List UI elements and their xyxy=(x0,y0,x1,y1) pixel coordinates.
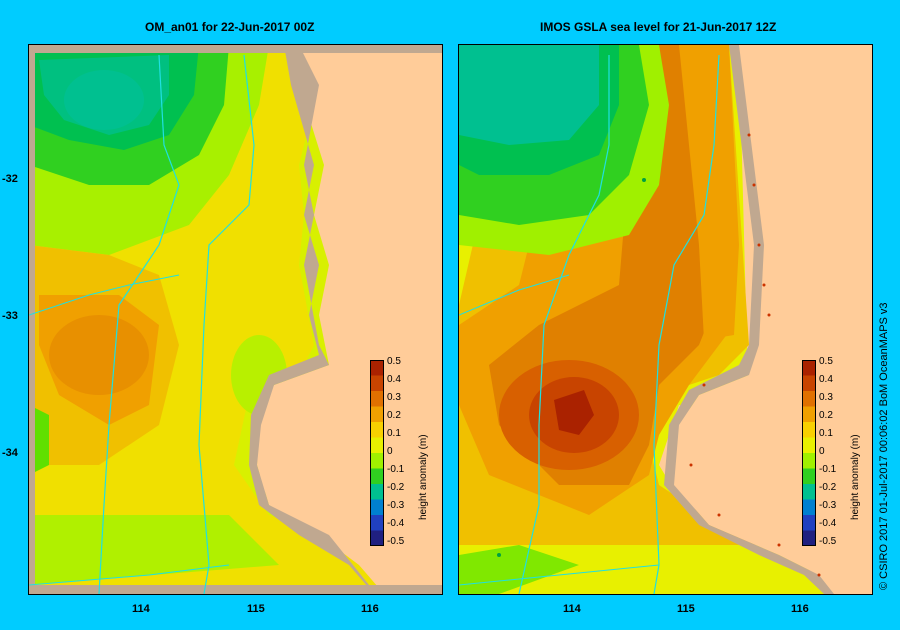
left-colorbar: 0.5 0.4 0.3 0.2 0.1 0 -0.1 -0.2 -0.3 -0.4 -0.5 xyxy=(370,356,404,551)
colorbar-swatch xyxy=(370,468,384,485)
right-colorbar-title: height anomaly (m) xyxy=(850,434,861,520)
colorbar-swatch xyxy=(802,422,816,438)
colorbar-tick-label: 0 xyxy=(819,446,825,457)
x-tick-label: 116 xyxy=(361,603,379,615)
left-panel-title: OM_an01 for 22-Jun-2017 00Z xyxy=(145,20,315,34)
colorbar-swatch xyxy=(802,453,816,469)
colorbar-swatch xyxy=(802,391,816,407)
colorbar-tick-label: -0.4 xyxy=(819,518,837,529)
colorbar-swatch xyxy=(370,530,384,547)
colorbar-tick-label: 0.5 xyxy=(387,356,401,367)
colorbar-tick-label: -0.3 xyxy=(387,500,405,511)
left-map[interactable] xyxy=(28,44,443,595)
colorbar-swatch xyxy=(370,406,384,423)
colorbar-tick-label: 0.1 xyxy=(819,428,833,439)
colorbar-swatch xyxy=(802,530,816,547)
right-panel-title: IMOS GSLA sea level for 21-Jun-2017 12Z xyxy=(540,20,777,34)
colorbar-swatch xyxy=(802,468,816,485)
colorbar-tick-label: -0.2 xyxy=(819,482,837,493)
colorbar-swatch xyxy=(370,422,384,438)
colorbar-tick-label: -0.1 xyxy=(387,464,405,475)
x-tick-label: 114 xyxy=(132,603,150,615)
colorbar-swatch xyxy=(802,375,816,392)
colorbar-tick-label: -0.2 xyxy=(387,482,405,493)
colorbar-border xyxy=(370,360,384,546)
y-tick-label: -34 xyxy=(2,447,18,459)
colorbar-swatch xyxy=(370,437,384,454)
colorbar-tick-label: 0.3 xyxy=(387,392,401,403)
y-tick-label: -32 xyxy=(2,173,18,185)
y-tick-label: -33 xyxy=(2,310,18,322)
colorbar-swatch xyxy=(802,499,816,516)
colorbar-border xyxy=(802,360,816,546)
colorbar-swatch xyxy=(370,484,384,500)
colorbar-tick-label: -0.3 xyxy=(819,500,837,511)
colorbar-tick-label: -0.4 xyxy=(387,518,405,529)
colorbar-tick-label: 0.4 xyxy=(819,374,833,385)
colorbar-tick-label: -0.5 xyxy=(819,536,837,547)
colorbar-swatch xyxy=(802,360,816,376)
colorbar-tick-label: -0.1 xyxy=(819,464,837,475)
right-map[interactable] xyxy=(458,44,873,595)
colorbar-swatch xyxy=(370,499,384,516)
credit-text: © CSIRO 2017 01-Jul-2017 00:06:02 BoM Oc… xyxy=(878,302,890,590)
colorbar-tick-label: 0 xyxy=(387,446,393,457)
colorbar-swatch xyxy=(802,406,816,423)
x-tick-label: 115 xyxy=(677,603,695,615)
colorbar-swatch xyxy=(370,375,384,392)
right-colorbar: 0.5 0.4 0.3 0.2 0.1 0 -0.1 -0.2 -0.3 -0.4 -0.5 xyxy=(802,356,836,551)
colorbar-swatch xyxy=(802,437,816,454)
colorbar-swatch xyxy=(370,515,384,531)
colorbar-tick-label: 0.1 xyxy=(387,428,401,439)
left-colorbar-title: height anomaly (m) xyxy=(418,434,429,520)
x-tick-label: 115 xyxy=(247,603,265,615)
colorbar-tick-label: 0.4 xyxy=(387,374,401,385)
x-tick-label: 116 xyxy=(791,603,809,615)
colorbar-tick-label: 0.2 xyxy=(387,410,401,421)
colorbar-swatch xyxy=(802,515,816,531)
colorbar-swatch xyxy=(370,453,384,469)
colorbar-tick-label: 0.2 xyxy=(819,410,833,421)
colorbar-swatch xyxy=(370,360,384,376)
x-tick-label: 114 xyxy=(563,603,581,615)
colorbar-tick-label: 0.3 xyxy=(819,392,833,403)
colorbar-tick-label: -0.5 xyxy=(387,536,405,547)
colorbar-swatch xyxy=(802,484,816,500)
colorbar-swatch xyxy=(370,391,384,407)
colorbar-tick-label: 0.5 xyxy=(819,356,833,367)
